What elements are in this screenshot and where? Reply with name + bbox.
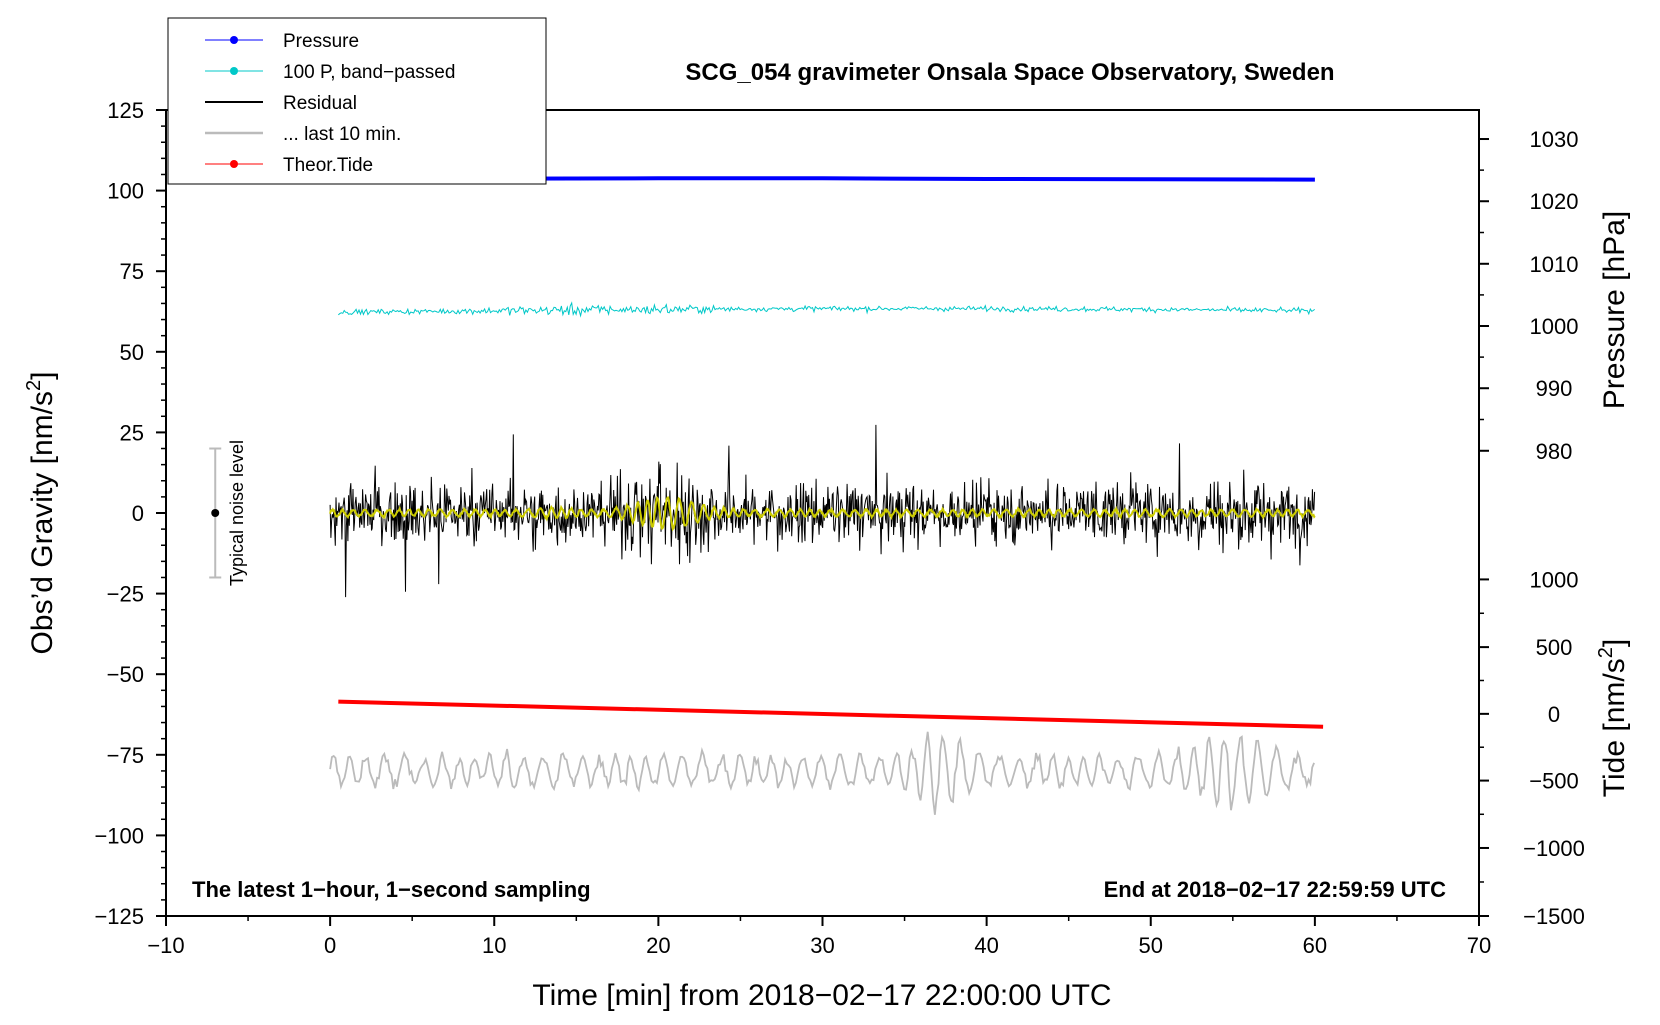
- y-axis-tide: 1000 500 0 −500 −1000 −1500: [1479, 567, 1585, 929]
- legend-marker: [230, 67, 238, 75]
- series-last-10-min: [329, 731, 1315, 815]
- legend: Pressure 100 P, band−passed Residual ... la…: [167, 17, 547, 185]
- series-residual: [329, 424, 1316, 598]
- y-tick-label: 125: [107, 98, 144, 123]
- y-tick-label: −100: [94, 823, 144, 848]
- tide-tick-label: 1000: [1530, 567, 1579, 592]
- noise-center-dot: [211, 509, 220, 517]
- series-filtered-residual: [329, 495, 1316, 532]
- y-axis-tide-label-sup: 2: [1595, 647, 1617, 658]
- pressure-tick-label: 1020: [1530, 189, 1579, 214]
- x-tick-label: 50: [1139, 933, 1163, 958]
- y-tick-label: −125: [94, 904, 144, 929]
- legend-marker: [230, 160, 238, 168]
- y-axis-tide-label-main: Tide [nm/s: [1598, 658, 1631, 797]
- series-band-passed: [337, 301, 1315, 318]
- chart-title: SCG_054 gravimeter Onsala Space Observat…: [685, 59, 1334, 86]
- x-tick-label: 40: [974, 933, 998, 958]
- legend-label: 100 P, band−passed: [283, 62, 455, 83]
- x-tick-label: −10: [147, 933, 184, 958]
- y-axis-left-label-end: ]: [26, 372, 59, 380]
- pressure-tick-label: 1000: [1530, 314, 1579, 339]
- x-axis: −10 0 10 20 30 40 50 60 70: [147, 916, 1491, 958]
- legend-label: Theor.Tide: [283, 155, 373, 176]
- y-axis-pressure-label: Pressure [hPa]: [1598, 211, 1631, 409]
- y-axis-left-label-main: Obs’d Gravity [nm/s: [26, 391, 59, 654]
- annotation-end-time: End at 2018−02−17 22:59:59 UTC: [1104, 877, 1447, 902]
- y-axis-tide-label-end: ]: [1598, 639, 1631, 647]
- tide-tick-label: 500: [1536, 635, 1573, 660]
- pressure-tick-label: 980: [1536, 439, 1573, 464]
- y-axis-left-label-sup: 2: [23, 380, 45, 391]
- tide-tick-label: −500: [1529, 769, 1579, 794]
- y-tick-label: 75: [120, 259, 144, 284]
- y-tick-label: 50: [120, 340, 144, 365]
- y-tick-label: 100: [107, 179, 144, 204]
- y-axis-left: 125 100 75 50 25 0 −25 −50 −75 −100 −125: [94, 98, 166, 929]
- y-axis-tide-label: Tide [nm/s2]: [1595, 639, 1631, 797]
- annotation-sampling: The latest 1−hour, 1−second sampling: [192, 877, 591, 902]
- legend-label: ... last 10 min.: [283, 124, 401, 145]
- x-tick-label: 30: [810, 933, 834, 958]
- x-tick-label: 10: [482, 933, 506, 958]
- pressure-tick-label: 990: [1536, 376, 1573, 401]
- tide-tick-label: −1000: [1523, 836, 1585, 861]
- legend-label: Residual: [283, 93, 357, 114]
- y-axis-left-label: Obs’d Gravity [nm/s2]: [23, 372, 59, 655]
- x-tick-label: 20: [646, 933, 670, 958]
- noise-level-label: Typical noise level: [227, 440, 247, 586]
- y-tick-label: −25: [107, 582, 144, 607]
- noise-level-indicator: Typical noise level: [209, 440, 247, 586]
- pressure-tick-label: 1010: [1530, 252, 1579, 277]
- y-tick-label: 0: [132, 501, 144, 526]
- y-tick-label: −50: [107, 662, 144, 687]
- legend-label: Pressure: [283, 31, 359, 52]
- pressure-tick-label: 1030: [1530, 127, 1579, 152]
- series-layer: [329, 176, 1324, 815]
- legend-marker: [230, 36, 238, 44]
- x-tick-label: 60: [1303, 933, 1327, 958]
- y-tick-label: 25: [120, 420, 144, 445]
- tide-tick-label: 0: [1548, 702, 1560, 727]
- series-theor-tide: [338, 699, 1324, 729]
- y-axis-pressure: 1030 1020 1010 1000 990 980: [1478, 119, 1579, 471]
- x-tick-label: 70: [1467, 933, 1491, 958]
- tide-tick-label: −1500: [1523, 904, 1585, 929]
- x-tick-label: 0: [324, 933, 336, 958]
- y-tick-label: −75: [107, 743, 144, 768]
- x-axis-label: Time [min] from 2018−02−17 22:00:00 UTC: [532, 979, 1111, 1012]
